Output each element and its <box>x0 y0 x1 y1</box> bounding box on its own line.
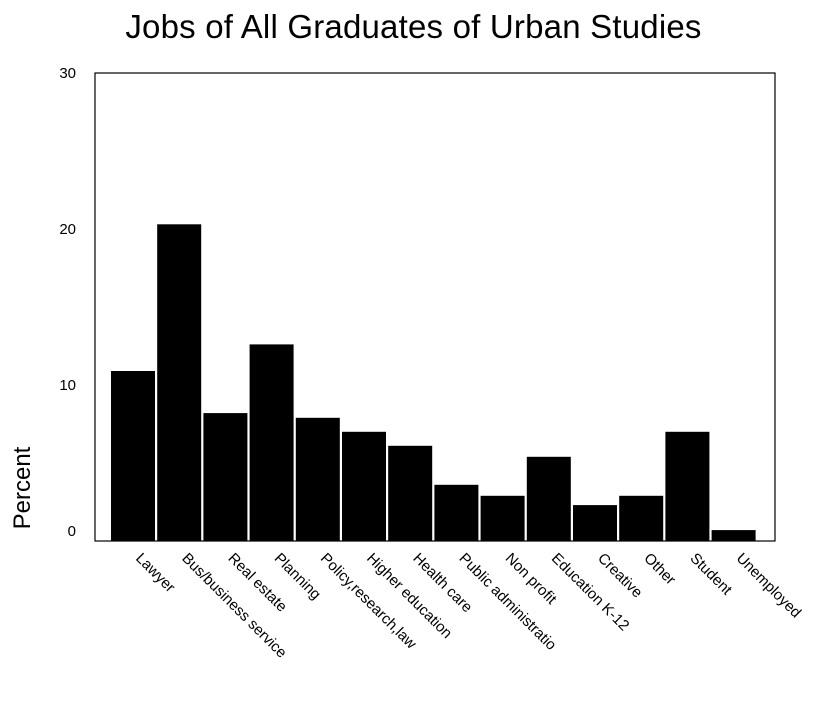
bar-3 <box>249 344 294 541</box>
y-tick-label-0: 0 <box>68 523 76 540</box>
y-axis-label: Percent <box>9 446 36 529</box>
x-tick-label-12: Student <box>687 550 736 599</box>
x-tick-label-13: Unemployed <box>733 550 805 622</box>
y-tick-label-3: 30 <box>59 65 76 82</box>
bar-12 <box>665 431 710 541</box>
bar-1 <box>157 224 202 542</box>
bar-7 <box>434 484 479 541</box>
bar-8 <box>480 495 525 541</box>
bar-2 <box>203 413 248 541</box>
y-tick-label-2: 20 <box>59 221 76 238</box>
bars-layer <box>111 224 756 542</box>
bar-0 <box>111 371 155 541</box>
plot-frame <box>94 72 776 542</box>
bar-13 <box>711 530 756 541</box>
x-tick-label-5: Higher education <box>363 550 455 642</box>
y-tick-label-1: 10 <box>59 377 76 394</box>
y-axis: 0 10 20 30 <box>59 65 76 540</box>
bar-9 <box>526 456 571 541</box>
x-tick-label-0: Lawyer <box>132 550 178 596</box>
chart-title: Jobs of All Graduates of Urban Studies <box>125 8 702 45</box>
bar-6 <box>388 445 433 541</box>
x-tick-label-11: Other <box>640 550 679 589</box>
bar-4 <box>295 417 340 541</box>
bar-11 <box>619 495 664 541</box>
bar-5 <box>342 431 386 541</box>
bar-10 <box>573 505 617 541</box>
